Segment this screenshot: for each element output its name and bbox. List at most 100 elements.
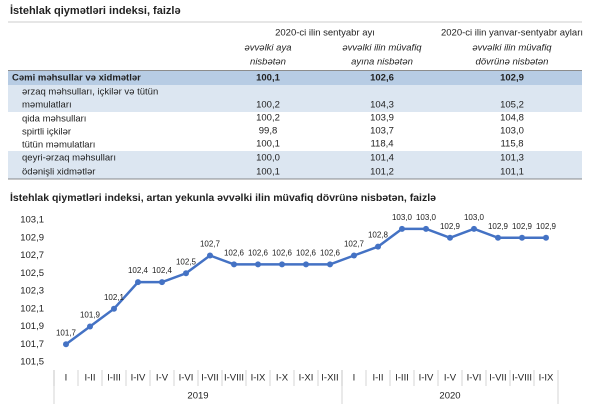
chart-title: İstehlak qiymətləri indeksi, artan yekun… (10, 191, 436, 204)
data-label: 102,4 (152, 266, 173, 275)
cell: 100,0 (256, 153, 280, 164)
data-label: 102,1 (104, 293, 125, 302)
row-label: Cəmi məhsullar və xidmətlər (12, 73, 141, 84)
x-tick-label: I-IX (251, 373, 266, 384)
data-label: 102,7 (344, 240, 365, 249)
row-bg (8, 138, 582, 151)
data-label: 102,6 (272, 248, 293, 257)
year-label: 2020 (439, 391, 460, 402)
marker (375, 243, 381, 250)
x-tick-label: I-IV (419, 373, 434, 384)
marker (303, 261, 309, 268)
marker (495, 234, 501, 241)
row-bg (8, 85, 582, 112)
x-tick-label: I (65, 373, 68, 384)
marker (207, 252, 213, 259)
x-tick-label: I-X (276, 373, 289, 384)
row-label: məmulatları (22, 100, 72, 111)
row-label: spirtli içkilər (22, 127, 71, 138)
data-label: 102,4 (128, 266, 149, 275)
cell: 103,9 (370, 113, 394, 124)
cell: 100,2 (256, 113, 280, 124)
row-label: qeyri-ərzaq məhsulları (22, 153, 116, 164)
x-tick-label: I-VIII (224, 373, 244, 384)
data-label: 102,9 (488, 222, 509, 231)
marker (159, 279, 165, 286)
cell: 100,1 (256, 73, 280, 84)
data-label: 102,9 (536, 222, 557, 231)
data-label: 102,6 (320, 248, 341, 257)
row-bg (8, 165, 582, 179)
cell: 102,9 (500, 73, 524, 84)
group-header: 2020-ci ilin yanvar-sentyabr ayları (441, 28, 583, 39)
x-tick-label: I-VII (201, 373, 218, 384)
data-label: 102,6 (248, 248, 269, 257)
data-label: 101,9 (80, 311, 101, 320)
x-tick-label: I-XII (321, 373, 338, 384)
y-tick-label: 103,1 (20, 215, 44, 226)
x-tick-label: I-VI (467, 373, 482, 384)
cell: 101,2 (370, 167, 394, 178)
data-label: 102,5 (176, 257, 197, 266)
data-label: 102,8 (368, 231, 389, 240)
x-tick-label: I-II (372, 373, 383, 384)
table-title: İstehlak qiymətləri indeksi, faizlə (10, 4, 181, 17)
x-tick-label: I-IX (539, 373, 554, 384)
row-bg (8, 125, 582, 138)
y-tick-label: 101,7 (20, 339, 44, 350)
sub-header: əvvəlki ilin müvafiq (472, 43, 552, 54)
x-tick-label: I-VIII (512, 373, 532, 384)
sub-header: ayına nisbətən (351, 57, 413, 68)
cell: 100,2 (256, 100, 280, 111)
x-tick-label: I-V (444, 373, 457, 384)
x-tick-label: I-V (156, 373, 169, 384)
cell: 100,1 (256, 139, 280, 150)
x-tick-label: I-XI (299, 373, 314, 384)
marker (231, 261, 237, 268)
x-tick-label: I-III (107, 373, 121, 384)
row-label: tütün məmulatları (22, 140, 95, 151)
row-label: ödənişli xidmətlər (22, 167, 95, 178)
marker (111, 305, 117, 312)
marker (471, 225, 477, 232)
sub-header: əvvəlki aya (245, 43, 292, 54)
sub-header: əvvəlki ilin müvafiq (342, 43, 422, 54)
data-label: 103,0 (416, 213, 437, 222)
cell: 115,8 (500, 139, 523, 150)
marker (399, 225, 405, 232)
cell: 100,1 (256, 167, 280, 178)
marker (423, 225, 429, 232)
cell: 102,6 (370, 73, 394, 84)
y-tick-label: 102,3 (20, 286, 44, 297)
marker (135, 279, 141, 286)
data-label: 103,0 (392, 213, 413, 222)
x-tick-label: I-II (84, 373, 95, 384)
marker (255, 261, 261, 268)
marker (447, 234, 453, 241)
marker (519, 234, 525, 241)
cell: 103,0 (500, 126, 524, 137)
cell: 105,2 (500, 100, 524, 111)
x-tick-label: I-IV (131, 373, 146, 384)
row-bg (8, 71, 582, 85)
cell: 101,3 (500, 153, 524, 164)
marker (63, 341, 69, 348)
data-label: 103,0 (464, 213, 485, 222)
x-tick-label: I-VII (489, 373, 506, 384)
sub-header: dövrünə nisbətən (476, 57, 549, 68)
x-tick-label: I-III (395, 373, 409, 384)
marker (87, 323, 93, 330)
data-label: 102,6 (224, 248, 245, 257)
cell: 99,8 (259, 126, 278, 137)
row-bg (8, 151, 582, 165)
row-bg (8, 112, 582, 125)
y-tick-label: 102,9 (20, 232, 44, 243)
marker (327, 261, 333, 268)
cell: 104,3 (370, 100, 394, 111)
cell: 118,4 (370, 139, 393, 150)
group-header: 2020-ci ilin sentyabr ayı (275, 28, 375, 39)
cell: 104,8 (500, 113, 524, 124)
data-label: 102,9 (440, 222, 461, 231)
data-label: 101,7 (56, 328, 77, 337)
